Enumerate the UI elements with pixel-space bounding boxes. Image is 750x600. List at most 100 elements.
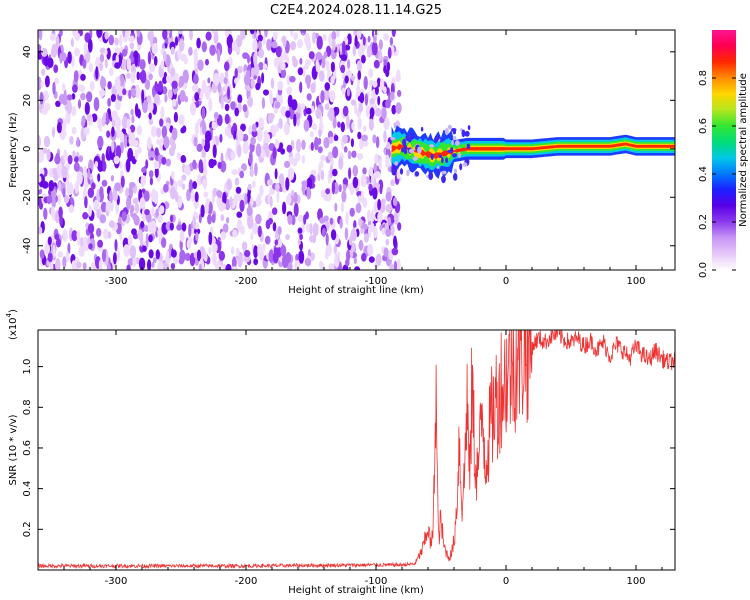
heatmap-cell xyxy=(358,218,363,227)
heatmap-cell xyxy=(328,263,335,270)
heatmap-cell xyxy=(191,84,197,92)
heatmap-cell xyxy=(217,161,222,169)
heatmap-cell xyxy=(403,147,408,155)
heatmap-cell xyxy=(368,68,374,79)
heatmap-cell xyxy=(242,104,248,113)
heatmap-cell xyxy=(186,239,192,250)
heatmap-cell xyxy=(377,211,383,223)
heatmap-cell xyxy=(166,75,170,83)
heatmap-cell xyxy=(248,201,252,215)
heatmap-cell xyxy=(235,247,240,257)
heatmap-cell xyxy=(51,197,56,209)
heatmap-cell xyxy=(65,251,70,263)
heatmap-cell xyxy=(43,207,48,220)
colorbar-gradient xyxy=(712,30,736,270)
heatmap-cell xyxy=(180,155,186,163)
heatmap-cell xyxy=(367,243,374,257)
heatmap-cell xyxy=(325,243,332,257)
heatmap-cell xyxy=(222,223,229,233)
heatmap-cell xyxy=(96,30,103,38)
spectrogram-frame xyxy=(37,29,676,271)
heatmap-cell xyxy=(345,211,349,226)
heatmap-cell xyxy=(237,94,243,104)
heatmap-cell xyxy=(208,247,212,255)
heatmap-cell xyxy=(226,178,233,191)
heatmap-cell xyxy=(332,116,337,129)
snr-scale-exponent: 4 xyxy=(5,312,13,317)
heatmap-cell xyxy=(201,138,206,147)
heatmap-cell xyxy=(78,84,84,91)
heatmap-cell xyxy=(393,122,397,129)
heatmap-cell xyxy=(208,97,213,112)
heatmap-cell xyxy=(338,156,344,170)
heatmap-cell xyxy=(121,58,128,71)
heatmap-cell xyxy=(181,174,187,181)
heatmap-cell xyxy=(220,202,226,210)
heatmap-cell xyxy=(68,204,75,213)
heatmap-cell xyxy=(148,118,154,126)
heatmap-cell xyxy=(328,136,334,144)
heatmap-cell xyxy=(264,235,271,245)
heatmap-cell xyxy=(170,46,175,55)
heatmap-cell xyxy=(97,135,104,149)
heatmap-cell xyxy=(89,81,95,91)
heatmap-cell xyxy=(114,47,121,54)
heatmap-cell xyxy=(277,80,284,91)
heatmap-cell xyxy=(207,214,212,225)
heatmap-cell xyxy=(346,114,350,129)
heatmap-cell xyxy=(459,163,463,171)
x-tick-label: 0 xyxy=(503,276,509,287)
heatmap-cell xyxy=(414,171,420,177)
heatmap-cell xyxy=(222,192,227,205)
heatmap-cell xyxy=(318,128,322,138)
heatmap-cell xyxy=(393,260,397,270)
heatmap-cell xyxy=(396,258,401,270)
y-tick-label: 0.4 xyxy=(22,481,33,497)
snr-frame xyxy=(37,329,676,571)
heatmap-cell xyxy=(257,34,263,42)
heatmap-cell xyxy=(230,101,236,110)
y-tick-label: 1.0 xyxy=(22,359,33,375)
heatmap-cell xyxy=(224,126,230,137)
heatmap-cell xyxy=(184,252,191,262)
heatmap-cell xyxy=(38,226,43,235)
heatmap-cell xyxy=(372,134,377,144)
heatmap-cell xyxy=(338,184,342,193)
heatmap-cell xyxy=(319,160,324,169)
heatmap-cell xyxy=(253,52,258,66)
heatmap-cell xyxy=(342,134,348,144)
heatmap-cell xyxy=(106,47,111,60)
heatmap-cell xyxy=(136,30,141,38)
x-tick-label: 0 xyxy=(503,576,509,587)
heatmap-cell xyxy=(100,76,107,89)
heatmap-cell xyxy=(39,249,45,259)
heatmap-cell xyxy=(227,86,231,100)
heatmap-cell xyxy=(399,168,404,175)
heatmap-cell xyxy=(447,124,452,130)
heatmap-cell xyxy=(196,37,201,49)
heatmap-cell xyxy=(179,230,185,243)
heatmap-cell xyxy=(276,189,280,203)
heatmap-cell xyxy=(193,73,199,85)
heatmap-cell xyxy=(125,158,131,173)
heatmap-cell xyxy=(339,218,343,229)
snr-panel: -300 -200 -100 0 100 0.2 0.4 0.6 0.8 1.0 Height o… xyxy=(5,309,676,596)
heatmap-cell xyxy=(255,143,262,157)
heatmap-cell xyxy=(286,86,293,96)
heatmap-cell xyxy=(106,130,111,138)
heatmap-cell xyxy=(390,179,395,187)
heatmap-cell xyxy=(169,186,177,200)
heatmap-cell xyxy=(290,41,297,51)
heatmap-cell xyxy=(385,203,393,213)
heatmap-cell xyxy=(200,204,205,218)
spectrogram-x-axis-label: Height of straight line (km) xyxy=(288,285,424,296)
heatmap-cell xyxy=(272,251,279,264)
heatmap-cell xyxy=(351,121,355,131)
heatmap-cell xyxy=(55,238,62,248)
heatmap-cell xyxy=(132,212,138,221)
heatmap-cell xyxy=(204,201,209,214)
heatmap-cell xyxy=(299,233,303,241)
heatmap-cell xyxy=(164,94,168,103)
heatmap-cell xyxy=(352,44,356,57)
heatmap-cell xyxy=(147,51,152,65)
